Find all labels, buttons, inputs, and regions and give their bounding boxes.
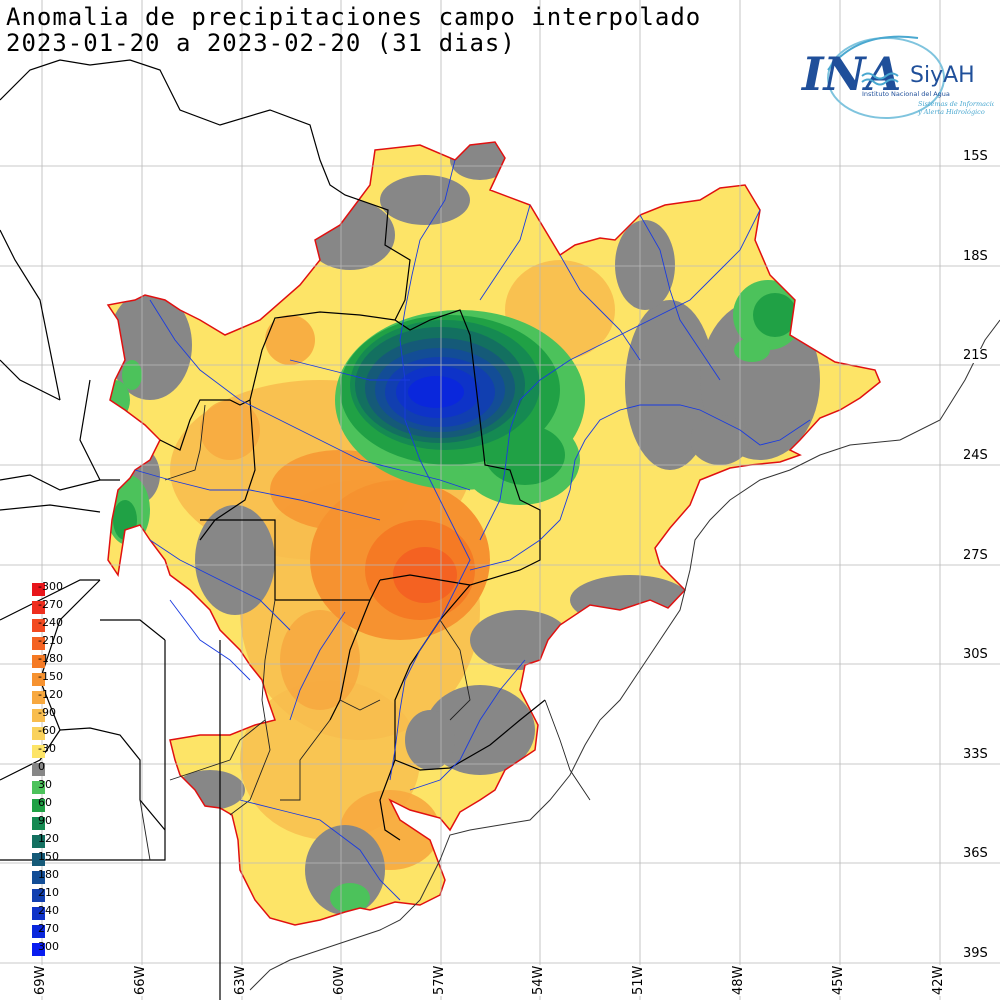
legend-item: 0 (32, 760, 112, 777)
lat-label-15s: 15S (962, 149, 989, 164)
legend-item: -240 (32, 616, 112, 633)
legend-swatch (32, 799, 45, 812)
legend-label: -180 (38, 652, 63, 665)
legend-swatch (32, 943, 45, 956)
legend-item: -60 (32, 724, 112, 741)
lon-label-51w: 51W (631, 964, 646, 996)
ina-siyah-logo: INA SiyAH Instituto Nacional del Agua Si… (798, 30, 1000, 130)
legend-swatch (32, 853, 45, 866)
legend-swatch (32, 655, 45, 668)
legend-label: 120 (38, 832, 59, 845)
lat-label-27s: 27S (962, 548, 989, 563)
legend-item: 270 (32, 922, 112, 939)
legend-label: -60 (38, 724, 56, 737)
logo-tagline-1: Sistemas de Información (918, 100, 994, 108)
legend-label: 0 (38, 760, 45, 773)
legend-item: -150 (32, 670, 112, 687)
basin-outline (106, 141, 881, 926)
lon-label-42w: 42W (931, 964, 946, 996)
legend-item: -30 (32, 742, 112, 759)
logo-org: Instituto Nacional del Agua (862, 90, 950, 98)
legend-item: -210 (32, 634, 112, 651)
coastline (249, 319, 1000, 991)
legend-item: 210 (32, 886, 112, 903)
legend-swatch (32, 637, 45, 650)
legend-swatch (32, 817, 45, 830)
legend-swatch (32, 583, 45, 596)
legend-item: -300 (32, 580, 112, 597)
legend-label: -240 (38, 616, 63, 629)
logo-brand: INA (800, 47, 901, 101)
legend-label: -150 (38, 670, 63, 683)
legend-item: 300 (32, 940, 112, 957)
lat-label-36s: 36S (962, 846, 989, 861)
legend-label: -90 (38, 706, 56, 719)
legend-label: 300 (38, 940, 59, 953)
legend-swatch (32, 889, 45, 902)
lon-label-57w: 57W (432, 964, 447, 996)
legend-label: -300 (38, 580, 63, 593)
legend-swatch (32, 673, 45, 686)
legend-label: 210 (38, 886, 59, 899)
lon-label-60w: 60W (332, 964, 347, 996)
legend-label: 60 (38, 796, 52, 809)
legend-item: -120 (32, 688, 112, 705)
legend-label: 90 (38, 814, 52, 827)
legend-label: -30 (38, 742, 56, 755)
legend-item: 90 (32, 814, 112, 831)
province-borders (139, 404, 591, 861)
legend-item: 180 (32, 868, 112, 885)
legend-item: 60 (32, 796, 112, 813)
legend-label: -120 (38, 688, 63, 701)
legend-label: -270 (38, 598, 63, 611)
legend-item: -180 (32, 652, 112, 669)
lon-label-69w: 69W (33, 964, 48, 996)
legend-swatch (32, 727, 45, 740)
rivers (134, 159, 811, 901)
legend-swatch (32, 907, 45, 920)
lon-label-54w: 54W (531, 964, 546, 996)
legend-item: -270 (32, 598, 112, 615)
legend-swatch (32, 835, 45, 848)
legend-item: 240 (32, 904, 112, 921)
legend-swatch (32, 781, 45, 794)
legend-swatch (32, 925, 45, 938)
lat-label-18s: 18S (962, 249, 989, 264)
lon-label-66w: 66W (133, 964, 148, 996)
lon-label-45w: 45W (831, 964, 846, 996)
legend-swatch (32, 691, 45, 704)
logo-system: SiyAH (910, 63, 975, 88)
legend-label: -210 (38, 634, 63, 647)
country-borders (0, 59, 546, 1000)
legend-label: 30 (38, 778, 52, 791)
lat-label-24s: 24S (962, 448, 989, 463)
legend-swatch (32, 619, 45, 632)
lat-label-39s: 39S (962, 946, 989, 961)
legend-swatch (32, 709, 45, 722)
legend-item: -90 (32, 706, 112, 723)
legend-item: 150 (32, 850, 112, 867)
lat-label-33s: 33S (962, 747, 989, 762)
legend-swatch (32, 763, 45, 776)
legend-item: 30 (32, 778, 112, 795)
lat-label-30s: 30S (962, 647, 989, 662)
legend-label: 240 (38, 904, 59, 917)
legend-label: 270 (38, 922, 59, 935)
lat-label-21s: 21S (962, 348, 989, 363)
map-title: Anomalia de precipitaciones campo interp… (6, 3, 702, 31)
lon-label-63w: 63W (233, 964, 248, 996)
legend-label: 180 (38, 868, 59, 881)
legend-swatch (32, 601, 45, 614)
legend-label: 150 (38, 850, 59, 863)
legend-swatch (32, 871, 45, 884)
legend-swatch (32, 745, 45, 758)
ina-logo-icon: INA SiyAH Instituto Nacional del Agua Si… (800, 35, 1000, 119)
map-date-range: 2023-01-20 a 2023-02-20 (31 dias) (6, 29, 516, 57)
legend-item: 120 (32, 832, 112, 849)
lon-label-48w: 48W (731, 964, 746, 996)
logo-tagline-2: y Alerta Hidrológico (917, 108, 985, 116)
